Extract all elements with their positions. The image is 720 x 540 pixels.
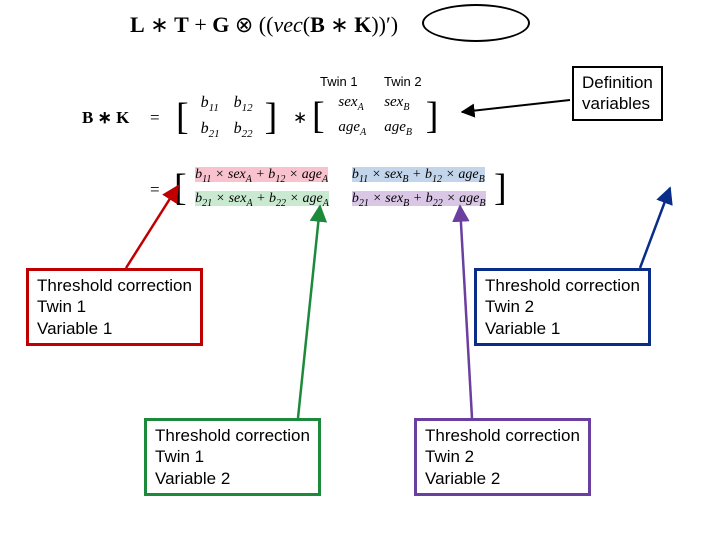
arrow-black xyxy=(462,100,570,112)
callout-line: Variable 1 xyxy=(37,318,192,339)
callout-t1v2: Threshold correction Twin 1 Variable 2 xyxy=(144,418,321,496)
callout-t2v1: Threshold correction Twin 2 Variable 1 xyxy=(474,268,651,346)
matrix-sex-age: [ sexAsexB ageAageB ] xyxy=(312,90,438,142)
callout-definition: Definition variables xyxy=(572,66,663,121)
arrow-green xyxy=(298,206,320,418)
result-matrix: [ b11 × sexA + b12 × ageA b11 × sexB + b… xyxy=(174,164,507,212)
matrix-b: [ b11b12 b21b22 ] xyxy=(176,90,277,144)
result-cell-t1v2: b21 × sexA + b22 × ageA xyxy=(190,188,334,212)
callout-line: Threshold correction xyxy=(37,275,192,296)
arrow-blue xyxy=(640,188,670,268)
callout-line: Variable 2 xyxy=(155,468,310,489)
callout-line: Twin 2 xyxy=(425,446,580,467)
callout-line: Threshold correction xyxy=(425,425,580,446)
callout-line: Twin 2 xyxy=(485,296,640,317)
callout-t1v1: Threshold correction Twin 1 Variable 1 xyxy=(26,268,203,346)
callout-line: Variable 1 xyxy=(485,318,640,339)
callout-line: Twin 1 xyxy=(155,446,310,467)
main-equation: L ∗ T + G ⊗ ((vec(B ∗ K))′) xyxy=(130,12,398,38)
callout-line: Threshold correction xyxy=(155,425,310,446)
result-cell-t1v1: b11 × sexA + b12 × ageA xyxy=(190,164,334,188)
callout-line: Definition xyxy=(582,72,653,93)
equals-2: = xyxy=(150,180,160,200)
callout-line: Threshold correction xyxy=(485,275,640,296)
arrow-purple xyxy=(460,206,472,418)
mult-star: ∗ xyxy=(293,108,307,128)
twin1-label: Twin 1 xyxy=(320,74,358,89)
bk-lhs: B ∗ K xyxy=(82,108,129,128)
result-cell-t2v2: b21 × sexB + b22 × ageB xyxy=(334,188,491,212)
result-cell-t2v1: b11 × sexB + b12 × ageB xyxy=(334,164,491,188)
callout-t2v2: Threshold correction Twin 2 Variable 2 xyxy=(414,418,591,496)
bk-circle xyxy=(422,4,530,42)
callout-line: Twin 1 xyxy=(37,296,192,317)
callout-line: variables xyxy=(582,93,653,114)
twin2-label: Twin 2 xyxy=(384,74,422,89)
equals-1: = xyxy=(150,108,160,128)
callout-line: Variable 2 xyxy=(425,468,580,489)
